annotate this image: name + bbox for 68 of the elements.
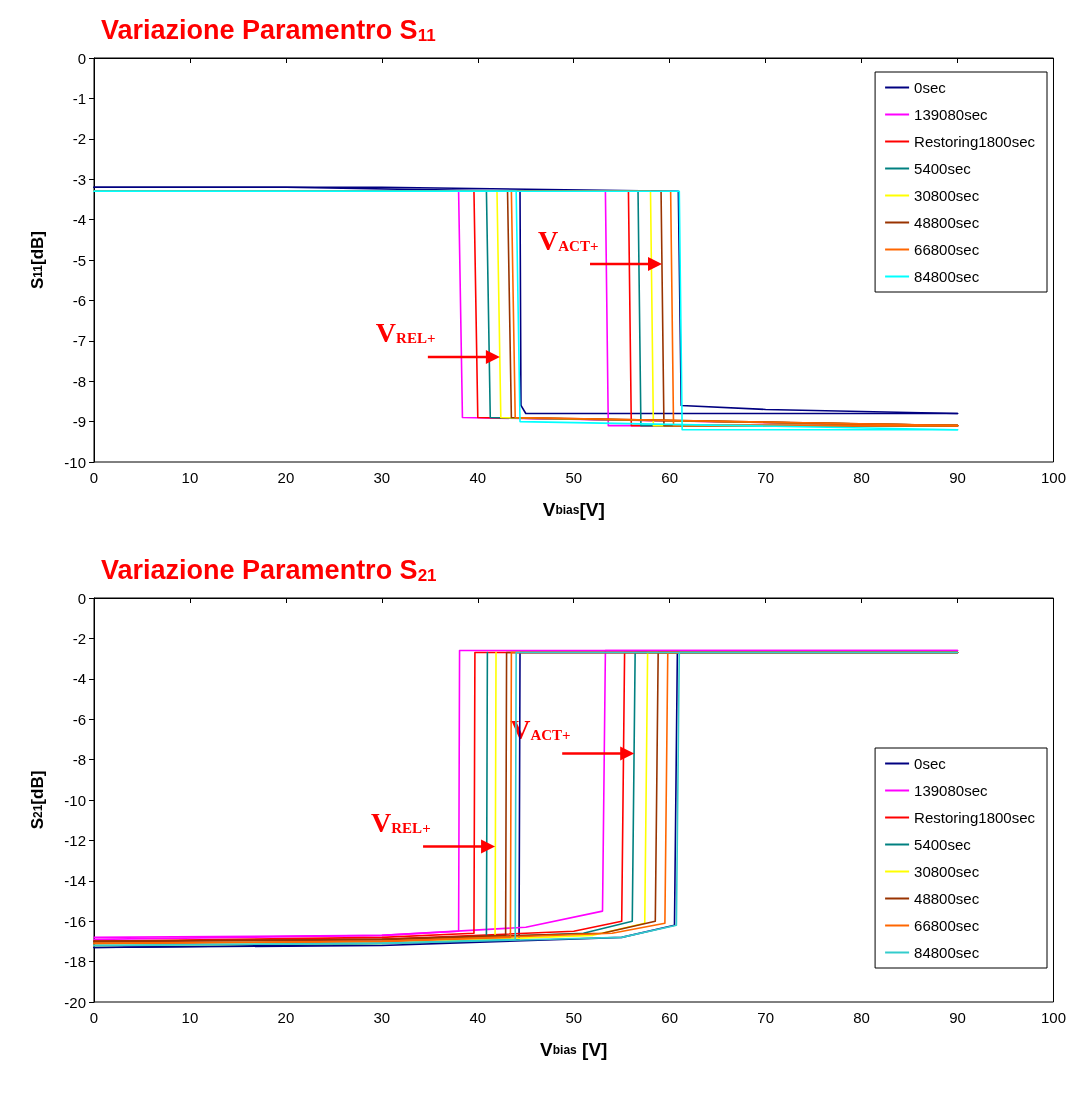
y-tick-label: -12: [64, 831, 86, 849]
annotation: VREL+: [375, 317, 436, 349]
y-tick-label: -6: [72, 710, 86, 728]
y-tick-label: -14: [64, 872, 86, 890]
annotation: VREL+: [371, 806, 431, 838]
legend-label: 84800sec: [914, 268, 980, 285]
x-tick-label: 60: [661, 1009, 679, 1026]
legend-label: 84800sec: [914, 944, 980, 961]
x-tick-label: 60: [661, 469, 679, 486]
x-tick-label: 80: [853, 1009, 870, 1026]
legend-label: 0sec: [914, 755, 947, 772]
annotation: VACT+: [538, 224, 599, 256]
y-axis-title: S11[dB]: [28, 231, 47, 290]
y-tick-label: -2: [72, 130, 86, 148]
x-tick-label: 50: [565, 1009, 583, 1026]
legend-label: 5400sec: [914, 836, 972, 853]
y-tick-label: -10: [64, 453, 86, 471]
x-tick-label: 30: [373, 1009, 391, 1026]
x-tick-label: 90: [949, 469, 966, 486]
legend-label: 48800sec: [914, 890, 980, 907]
legend-label: 66800sec: [914, 917, 980, 934]
legend-label: 0sec: [914, 79, 947, 96]
legend-label: 66800sec: [914, 241, 980, 258]
y-tick-label: -5: [72, 251, 86, 269]
y-tick-label: 0: [77, 49, 86, 67]
legend-label: 139080sec: [914, 106, 988, 123]
y-tick-label: -9: [72, 413, 86, 431]
y-tick-label: -4: [72, 670, 86, 688]
x-tick-label: 40: [469, 469, 487, 486]
y-tick-label: -18: [64, 953, 86, 971]
x-tick-label: 0: [89, 469, 99, 486]
y-tick-label: -8: [72, 372, 86, 390]
x-tick-label: 0: [89, 1009, 99, 1026]
chart-title: Variazione Paramentro S21: [101, 554, 437, 585]
y-tick-label: -2: [72, 629, 86, 647]
x-tick-label: 70: [757, 1009, 774, 1026]
x-tick-label: 100: [1040, 469, 1066, 486]
legend-label: Restoring1800sec: [914, 809, 1036, 826]
legend-label: 48800sec: [914, 214, 980, 231]
legend-label: 139080sec: [914, 782, 988, 799]
y-tick-label: 0: [77, 589, 86, 607]
x-tick-label: 30: [373, 469, 391, 486]
x-tick-label: 100: [1040, 1009, 1066, 1026]
y-tick-label: -4: [72, 211, 86, 229]
y-tick-label: -3: [72, 170, 86, 188]
y-tick-label: -16: [64, 912, 86, 930]
y-tick-label: -7: [72, 332, 86, 350]
x-tick-label: 80: [853, 469, 870, 486]
legend-label: 30800sec: [914, 187, 980, 204]
chart-title: Variazione Paramentro S11: [101, 14, 436, 45]
x-tick-label: 40: [469, 1009, 487, 1026]
legend-label: Restoring1800sec: [914, 133, 1036, 150]
y-tick-label: -8: [72, 751, 86, 769]
y-tick-label: -20: [64, 993, 86, 1011]
y-tick-label: -10: [64, 791, 86, 809]
legend-label: 30800sec: [914, 863, 980, 880]
x-tick-label: 20: [277, 1009, 295, 1026]
y-tick-label: -1: [72, 89, 86, 107]
x-tick-label: 90: [949, 1009, 966, 1026]
x-tick-label: 50: [565, 469, 583, 486]
y-tick-label: -6: [72, 291, 86, 309]
x-tick-label: 70: [757, 469, 774, 486]
x-axis-title: Vbias [V]: [540, 1039, 608, 1060]
x-tick-label: 10: [181, 1009, 199, 1026]
x-tick-label: 20: [277, 469, 295, 486]
x-axis-title: Vbias[V]: [542, 499, 605, 520]
x-tick-label: 10: [181, 469, 199, 486]
legend-label: 5400sec: [914, 160, 972, 177]
